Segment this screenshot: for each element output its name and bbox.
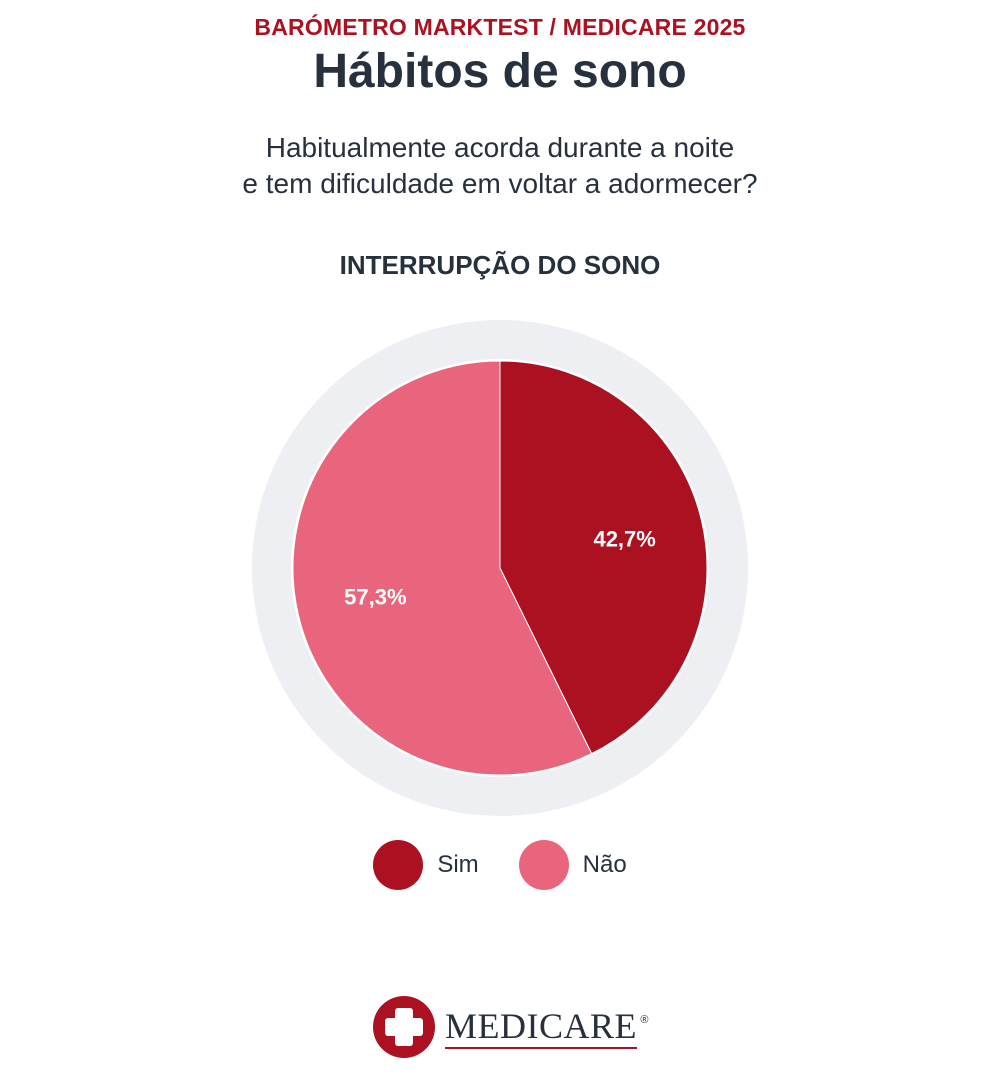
legend-label-nao: Não — [582, 851, 627, 878]
pie-chart: 42,7% 57,3% — [252, 320, 748, 816]
legend-label-sim: Sim — [437, 851, 479, 878]
legend-item-nao: Não — [518, 840, 627, 890]
page-title: Hábitos de sono — [313, 45, 687, 98]
question-line-1: Habitualmente acorda durante a noite — [265, 132, 735, 163]
chart-legend: Sim Não — [0, 840, 1000, 890]
medical-cross-icon — [373, 996, 435, 1058]
chart-title: INTERRUPÇÃO DO SONO — [339, 250, 661, 280]
logo-text: MEDICARE — [445, 1005, 637, 1046]
pie-slice-nao — [292, 360, 593, 776]
registered-mark: ® — [640, 1013, 649, 1026]
legend-swatch-sim — [373, 840, 424, 890]
logo-wordmark: MEDICARE ® — [445, 1005, 649, 1049]
pie-data-label-nao: 57,3% — [344, 585, 406, 610]
pie-slice-sim — [499, 360, 708, 755]
legend-swatch-nao — [518, 840, 569, 890]
legend-item-sim: Sim — [373, 840, 479, 890]
survey-kicker: BARÓMETRO MARKTEST / MEDICARE 2025 — [254, 14, 746, 40]
pie-data-label-sim: 42,7% — [593, 526, 655, 551]
question-line-2: e tem dificuldade em voltar a adormecer? — [242, 168, 758, 199]
medicare-logo: MEDICARE ® — [373, 996, 649, 1058]
survey-question: Habitualmente acorda durante a noite e t… — [200, 130, 800, 202]
